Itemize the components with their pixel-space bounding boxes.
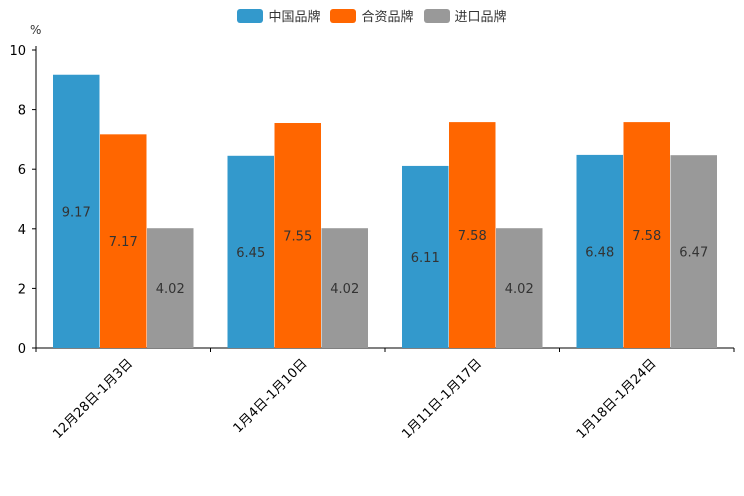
data-label: 7.58: [632, 229, 661, 244]
bar: [623, 122, 670, 348]
bar: [402, 165, 449, 348]
y-axis-unit-label: %: [30, 23, 41, 37]
bar: [147, 228, 194, 348]
bars-group: [53, 74, 717, 348]
x-tick-label: 12月28日-1月3日: [50, 356, 136, 442]
data-label: 7.17: [109, 235, 138, 250]
y-tick-label: 6: [18, 163, 26, 178]
data-label: 7.55: [283, 230, 312, 245]
legend: 中国品牌 合资品牌 进口品牌: [0, 6, 744, 25]
bar: [449, 122, 496, 348]
data-label: 4.02: [505, 282, 534, 297]
legend-item-1[interactable]: 合资品牌: [330, 6, 414, 25]
x-tick-label: 1月11日-1月17日: [399, 356, 485, 442]
data-label: 4.02: [156, 282, 185, 297]
data-labels-group: 9.17 7.17 4.02 6.45 7.55 4.02 6.11 7.58 4.02 6.48…: [62, 205, 708, 297]
legend-item-2[interactable]: 进口品牌: [423, 6, 507, 25]
legend-swatch-2: [423, 8, 450, 23]
legend-label-1: 合资品牌: [361, 10, 414, 25]
y-tick-label: 8: [18, 104, 26, 119]
legend-swatch-0: [237, 8, 264, 23]
y-tick-label: 0: [18, 342, 26, 357]
bar: [496, 228, 543, 348]
legend-swatch-1: [330, 8, 357, 23]
bar: [670, 155, 717, 348]
x-tick-label: 1月18日-1月24日: [574, 356, 660, 442]
data-label: 9.17: [62, 205, 91, 220]
bar: [274, 123, 321, 348]
y-tick-label: 4: [18, 223, 26, 238]
data-label: 7.58: [458, 229, 487, 244]
y-tick-label: 10: [9, 44, 26, 59]
bar: [576, 154, 623, 348]
legend-label-2: 进口品牌: [454, 10, 507, 25]
data-label: 6.45: [236, 246, 265, 261]
data-label: 6.47: [679, 246, 708, 261]
bar: [100, 134, 147, 348]
x-tick-label: 1月4日-1月10日: [231, 356, 311, 436]
data-label: 4.02: [330, 282, 359, 297]
bar: [227, 155, 274, 348]
bar: [53, 74, 100, 348]
legend-label-0: 中国品牌: [268, 10, 321, 25]
data-label: 6.48: [585, 245, 614, 260]
bar: [321, 228, 368, 348]
y-tick-label: 2: [18, 282, 26, 297]
legend-item-0[interactable]: 中国品牌: [237, 6, 320, 25]
data-label: 6.11: [411, 251, 440, 266]
